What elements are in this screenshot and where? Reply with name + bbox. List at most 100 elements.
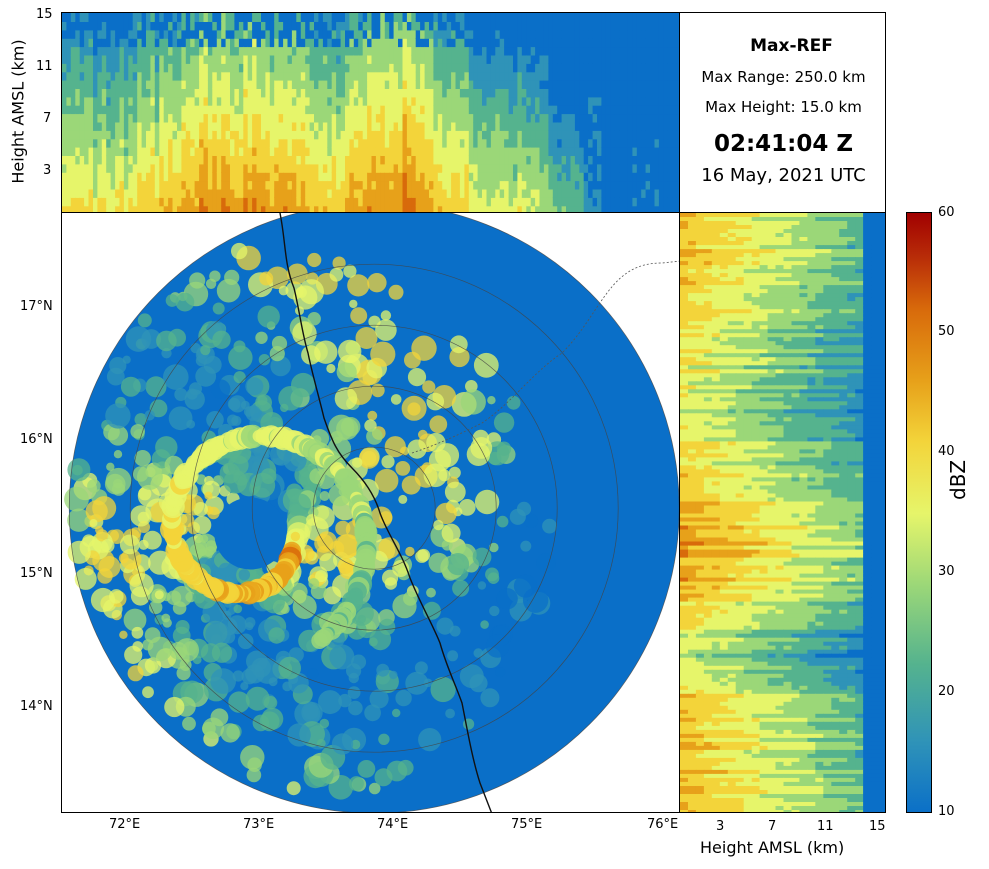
top-section-cell [424,38,430,48]
side-section-cell [863,265,872,270]
top-section-cell [566,80,571,89]
top-section-cell [632,113,638,123]
top-section-cell [207,21,213,31]
top-section-cell [521,71,527,81]
top-section-cell [212,38,218,48]
side-section-cell [791,285,801,290]
top-section-cell [473,180,479,190]
top-section-cell [442,105,448,115]
top-section-cell [552,96,558,106]
side-section-cell [791,229,801,234]
top-section-cell [353,180,359,190]
top-section-cell [548,80,554,89]
top-section-cell [610,54,616,64]
top-section-cell [141,180,147,190]
top-section-cell [199,29,205,39]
rain-cell [452,579,470,597]
top-section-cell [115,88,121,98]
top-section-cell [247,138,253,148]
rain-cell [331,733,354,755]
top-section-cell [79,54,85,64]
side-section-cell [783,233,793,238]
top-section-cell [437,147,443,156]
top-section-cell [676,105,679,115]
top-section-cell [115,46,121,56]
top-section-cell [194,163,200,173]
top-section-cell [97,63,103,73]
top-section-cell [203,80,209,89]
top-section-cell [212,29,218,39]
top-section-cell [486,88,492,98]
top-section-cell [269,113,275,123]
rain-cell [426,432,446,453]
top-section-cell [592,197,598,207]
top-section-cell [115,155,121,165]
top-section-cell [672,113,678,123]
top-section-cell [358,88,364,98]
top-section-cell [163,163,169,173]
top-section-cell [636,121,642,131]
top-section-cell [367,197,373,207]
top-section-cell [181,63,187,73]
side-section-cell [879,289,885,294]
top-section-cell [561,88,567,98]
top-section-cell [274,71,280,81]
top-section-cell [358,29,364,39]
top-section-cell [676,46,679,56]
top-section-cell [597,205,602,212]
top-section-cell [256,63,262,73]
top-section-cell [389,105,395,115]
top-section-cell [539,13,545,22]
max-height-text: Max Height: 15.0 km [705,98,862,116]
top-section-cell [605,130,611,140]
side-section-cell [879,297,885,302]
side-section-cell [727,225,737,230]
top-section-cell [75,197,81,207]
top-section-cell [641,188,647,198]
top-section-cell [66,130,72,140]
top-section-cell [119,147,125,156]
top-section-cell [181,188,187,198]
side-section-cell [767,285,777,290]
top-section-cell [566,197,571,207]
top-section-cell [115,54,121,64]
top-section-cell [641,197,647,207]
top-section-cell [185,71,191,81]
top-section-cell [225,130,231,140]
side-section-cell [855,285,864,290]
side-section-cell [823,221,832,226]
top-section-cell [676,130,679,140]
top-section-cell [658,38,664,48]
top-section-cell [163,147,169,156]
top-section-cell [464,155,470,165]
top-section-cell [473,80,479,89]
side-section-cell [759,225,769,230]
top-section-cell [451,163,457,173]
top-section-cell [265,172,271,182]
side-section-cell [695,273,705,278]
side-section-cell [711,305,721,310]
top-section-cell [154,147,160,156]
top-section-cell [521,155,527,165]
top-section-cell [353,63,359,73]
top-section-cell [632,180,638,190]
top-section-cell [486,96,492,106]
top-section-cell [526,205,532,212]
top-section-cell [305,105,311,115]
top-section-cell [627,121,633,131]
top-section-cell [305,155,311,165]
top-section-cell [234,188,240,198]
top-section-cell [597,155,602,165]
side-section-cell [831,285,840,290]
top-section-cell [676,163,679,173]
top-section-cell [322,80,328,89]
side-section-cell [775,249,785,254]
side-section-cell [815,285,824,290]
side-section-cell [855,273,864,278]
top-section-cell [574,80,580,89]
top-section-cell [345,63,350,73]
top-section-cell [353,21,359,31]
top-section-cell [163,13,169,22]
top-section-cell [119,29,125,39]
top-section-cell [588,138,594,148]
